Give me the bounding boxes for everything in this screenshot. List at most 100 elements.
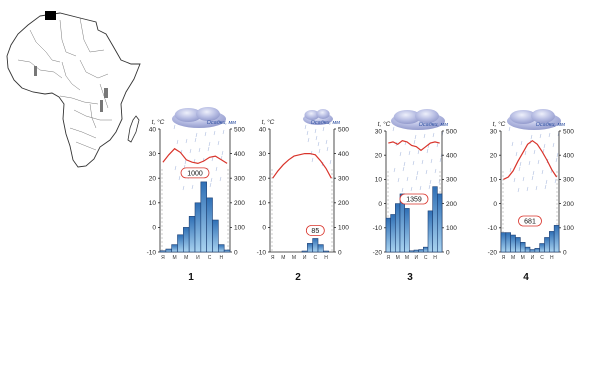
rain-drop bbox=[522, 176, 525, 182]
precipitation-bar bbox=[188, 216, 196, 253]
rain-drop bbox=[425, 169, 428, 175]
temperature-line bbox=[162, 147, 228, 165]
precipitation-tick-label: 300 bbox=[563, 177, 574, 184]
cloud-puff bbox=[531, 109, 555, 123]
precipitation-tick-label: 500 bbox=[234, 126, 245, 133]
rain-drop bbox=[526, 186, 529, 192]
precipitation-bar bbox=[437, 193, 443, 253]
cloud-puff bbox=[174, 108, 202, 122]
precipitation-bar bbox=[544, 237, 550, 253]
rain-drop bbox=[520, 140, 523, 146]
temperature-tick-label: 0 bbox=[493, 201, 497, 208]
temperature-tick-label: 10 bbox=[375, 177, 383, 184]
precipitation-bar bbox=[385, 217, 391, 253]
rain-drop bbox=[518, 166, 521, 172]
rain-drop bbox=[392, 126, 395, 132]
rain-drop bbox=[419, 185, 422, 191]
country-borders bbox=[17, 17, 112, 151]
rain-drop bbox=[322, 126, 325, 132]
month-label: М bbox=[396, 255, 400, 261]
rain-drop bbox=[555, 157, 558, 163]
rain-drop bbox=[415, 175, 418, 181]
rain-drop bbox=[439, 157, 442, 163]
rain-drop bbox=[406, 176, 409, 182]
month-label: М bbox=[521, 255, 525, 261]
rain-drop bbox=[432, 132, 435, 138]
temperature-tick-label: -10 bbox=[257, 249, 267, 256]
rain-drop bbox=[408, 150, 411, 156]
rain-drop bbox=[509, 167, 512, 173]
temperature-tick-label: 30 bbox=[259, 151, 267, 158]
rain-drop bbox=[219, 176, 222, 182]
temperature-tick-label: 40 bbox=[259, 126, 267, 133]
temperature-tick-label: 20 bbox=[375, 153, 383, 160]
climate-chart-3: t, °C Осадки, мм3020100-10-20500400300200… bbox=[373, 109, 457, 283]
precipitation-bar bbox=[312, 238, 319, 253]
temperature-line bbox=[388, 140, 440, 152]
rain-drop bbox=[429, 179, 432, 185]
precipitation-tick-label: 0 bbox=[563, 249, 567, 256]
temperature-tick-label: 30 bbox=[149, 151, 157, 158]
temperature-tick-label: 30 bbox=[490, 128, 498, 135]
rain-drop bbox=[184, 159, 187, 165]
rain-drop bbox=[222, 129, 225, 135]
month-label: Н bbox=[433, 255, 437, 261]
panel-number: 1 bbox=[188, 272, 194, 283]
rain-drops bbox=[508, 126, 560, 193]
panel-number: 2 bbox=[295, 272, 301, 283]
rain-drop bbox=[423, 133, 426, 139]
precipitation-bar bbox=[200, 181, 207, 253]
temperature-tick-label: 10 bbox=[259, 200, 267, 207]
rain-drop bbox=[402, 166, 405, 172]
precipitation-tick-label: 200 bbox=[338, 200, 349, 207]
rain-drop bbox=[517, 187, 520, 193]
temperature-tick-label: 10 bbox=[149, 200, 157, 207]
month-label: С bbox=[424, 255, 428, 261]
rain-drop bbox=[436, 142, 439, 148]
rain-drop bbox=[414, 134, 417, 140]
rain-drop bbox=[533, 149, 536, 155]
precipitation-bar bbox=[317, 244, 324, 253]
precipitation-tick-label: 100 bbox=[563, 225, 574, 232]
precipitation-bar bbox=[553, 225, 560, 253]
temperature-axis-label: t, °C bbox=[493, 120, 506, 128]
rain-drop bbox=[397, 177, 400, 183]
rain-drop bbox=[185, 138, 188, 144]
rain-drop bbox=[531, 175, 534, 181]
rain-drop bbox=[544, 184, 547, 190]
rain-drop bbox=[213, 130, 216, 136]
temperature-tick-label: -20 bbox=[488, 249, 498, 256]
temperature-tick-label: -10 bbox=[147, 249, 157, 256]
precipitation-bar bbox=[218, 244, 225, 253]
rain-drop bbox=[215, 166, 218, 172]
precipitation-bar bbox=[427, 210, 433, 253]
month-label: Я bbox=[387, 255, 391, 261]
temperature-axis-label: t, °C bbox=[262, 118, 275, 126]
precipitation-tick-label: 500 bbox=[338, 126, 349, 133]
precipitation-bar bbox=[395, 203, 401, 253]
month-label: И bbox=[303, 255, 307, 261]
rain-drop bbox=[317, 141, 320, 147]
annual-total: 1359 bbox=[406, 197, 422, 204]
precipitation-bar bbox=[323, 250, 329, 253]
precipitation-bar bbox=[500, 232, 507, 253]
cloud-puff bbox=[393, 110, 421, 124]
month-label: М bbox=[281, 255, 285, 261]
climate-chart-2: t, °C Осадки, мм403020100-105004003002001… bbox=[257, 109, 349, 283]
precipitation-bar bbox=[183, 227, 190, 253]
rain-drop bbox=[195, 132, 198, 138]
cloud-puff bbox=[415, 109, 439, 123]
rain-drop bbox=[539, 133, 542, 139]
temperature-tick-label: 20 bbox=[490, 153, 498, 160]
rain-drop bbox=[535, 185, 538, 191]
temperature-tick-label: 40 bbox=[149, 126, 157, 133]
precipitation-tick-label: 100 bbox=[446, 225, 457, 232]
precipitation-tick-label: 300 bbox=[446, 177, 457, 184]
rain-drop bbox=[511, 141, 514, 147]
rain-drop bbox=[528, 160, 531, 166]
rain-drop bbox=[515, 151, 518, 157]
month-label: И bbox=[196, 255, 200, 261]
precipitation-tick-label: 500 bbox=[563, 128, 574, 135]
month-label: Я bbox=[161, 255, 165, 261]
